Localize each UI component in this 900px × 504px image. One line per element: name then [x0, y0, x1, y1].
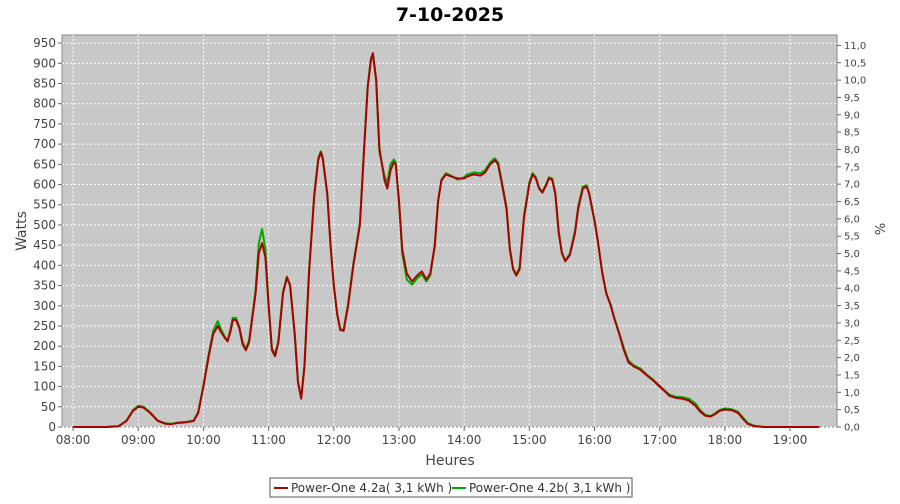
- y2-tick-label: 10,0: [844, 76, 866, 87]
- y2-tick-label: 11,0: [844, 41, 866, 52]
- x-tick-label: 17:00: [642, 433, 677, 447]
- y-tick-label: 0: [48, 420, 56, 434]
- y2-tick-label: 6,5: [844, 197, 860, 208]
- x-tick-label: 18:00: [708, 433, 743, 447]
- legend: Power-One 4.2a( 3,1 kWh ) Power-One 4.2b…: [269, 477, 633, 498]
- y2-tick-label: 8,5: [844, 128, 860, 139]
- y-tick-label: 50: [41, 400, 56, 414]
- y-tick-label: 400: [33, 258, 56, 272]
- legend-label-b: Power-One 4.2b( 3,1 kWh ): [469, 481, 630, 495]
- x-tick-label: 10:00: [186, 433, 221, 447]
- y2-tick-label: 4,0: [844, 284, 860, 295]
- y2-tick-label: 2,5: [844, 336, 860, 347]
- x-tick-label: 19:00: [773, 433, 808, 447]
- x-tick-label: 08:00: [56, 433, 91, 447]
- y-axis-right: 0,0 0,5 1,0 1,5 2,0 2,5 3,0 3,5 4,0 4,5 5,0 5,5 6,0 6…: [837, 41, 866, 434]
- x-tick-label: 11:00: [251, 433, 286, 447]
- x-tick-label: 09:00: [121, 433, 156, 447]
- series-line-a: [73, 52, 820, 428]
- y2-tick-label: 2,0: [844, 353, 860, 364]
- y2-tick-label: 0,5: [844, 405, 860, 416]
- y-tick-label: 600: [33, 178, 56, 192]
- y-tick-label: 650: [33, 157, 56, 171]
- y-tick-label: 950: [33, 36, 56, 50]
- y-tick-label: 700: [33, 137, 56, 151]
- series-layer: [73, 52, 820, 428]
- legend-box: [269, 477, 633, 498]
- y-tick-label: 200: [33, 339, 56, 353]
- y2-tick-label: 3,0: [844, 318, 860, 329]
- y-tick-label: 750: [33, 117, 56, 131]
- y2-tick-label: 10,5: [844, 58, 866, 69]
- y2-tick-label: 7,5: [844, 162, 860, 173]
- y2-tick-label: 3,5: [844, 301, 860, 312]
- y-tick-label: 550: [33, 198, 56, 212]
- y2-tick-label: 0,0: [844, 423, 860, 434]
- y-tick-label: 350: [33, 279, 56, 293]
- y2-axis-label: %: [874, 223, 889, 235]
- x-tick-label: 12:00: [317, 433, 352, 447]
- x-tick-label: 13:00: [382, 433, 417, 447]
- x-axis: 08:00 09:00 10:00 11:00 12:00 13:00 14:00 15:00…: [56, 427, 808, 447]
- y2-tick-label: 6,0: [844, 214, 860, 225]
- y2-tick-label: 9,5: [844, 93, 860, 104]
- y-tick-label: 850: [33, 76, 56, 90]
- y2-tick-label: 9,0: [844, 110, 860, 121]
- y-tick-label: 500: [33, 218, 56, 232]
- y-tick-label: 900: [33, 56, 56, 70]
- legend-label-a: Power-One 4.2a( 3,1 kWh ): [291, 481, 452, 495]
- y2-tick-label: 5,5: [844, 232, 860, 243]
- x-tick-label: 15:00: [512, 433, 547, 447]
- y2-tick-label: 1,5: [844, 370, 860, 381]
- grid-lines: [62, 35, 837, 428]
- plot-area: [61, 34, 838, 428]
- y2-tick-label: 5,0: [844, 249, 860, 260]
- y-tick-label: 150: [33, 359, 56, 373]
- y-axis-label: Watts: [14, 211, 30, 251]
- y-tick-label: 800: [33, 97, 56, 111]
- y2-tick-label: 1,0: [844, 388, 860, 399]
- y2-tick-label: 4,5: [844, 266, 860, 277]
- y-axis-left: 0 50 100 150 200 250 300 350 400 450 500 550 600 650 7…: [33, 36, 62, 434]
- chart-title: 7-10-2025: [396, 4, 504, 26]
- y2-tick-label: 8,0: [844, 145, 860, 156]
- y2-tick-label: 7,0: [844, 180, 860, 191]
- y-tick-label: 450: [33, 238, 56, 252]
- y-tick-label: 100: [33, 380, 56, 394]
- y-tick-label: 300: [33, 299, 56, 313]
- y-tick-label: 250: [33, 319, 56, 333]
- x-axis-label: Heures: [425, 453, 474, 469]
- x-tick-label: 16:00: [577, 433, 612, 447]
- x-tick-label: 14:00: [447, 433, 482, 447]
